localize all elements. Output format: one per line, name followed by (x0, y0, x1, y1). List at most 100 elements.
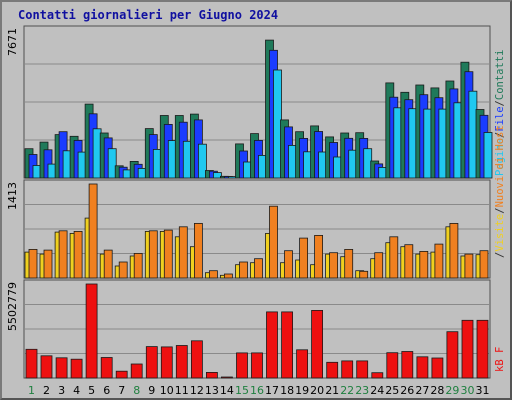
bar-bandwidth-kb-f-day-15 (236, 352, 248, 379)
bar-visits-nuovi-di-host-day-25 (389, 236, 399, 279)
legend-label-0: kB F (494, 347, 506, 372)
bar-bandwidth-kb-f-day-18 (281, 311, 294, 379)
bar-bandwidth-kb-f-day-2 (40, 355, 53, 379)
bar-bandwidth-kb-f-day-22 (341, 360, 354, 379)
x-tick-label-8: 8 (133, 384, 140, 397)
bar-bandwidth-kb-f-day-31 (476, 319, 489, 379)
ymax-label-visits: 1413 (6, 182, 19, 210)
x-tick-label-9: 9 (148, 384, 155, 397)
legend-label-3: / (494, 100, 506, 106)
right-legend: kB F (494, 347, 506, 372)
bar-visits-nuovi-di-host-day-24 (374, 252, 384, 279)
x-tick-label-5: 5 (88, 384, 95, 397)
bar-bandwidth-kb-f-day-16 (251, 352, 263, 379)
bar-visits-nuovi-di-host-day-12 (193, 222, 203, 279)
x-tick-label-19: 19 (295, 384, 309, 397)
legend-label-0: / (494, 252, 506, 258)
x-tick-label-31: 31 (476, 384, 490, 397)
bar-visits-nuovi-di-host-day-3 (58, 230, 68, 279)
legend-label-1: / (494, 132, 506, 138)
bar-bandwidth-kb-f-day-1 (25, 348, 38, 379)
x-tick-label-12: 12 (190, 384, 204, 397)
bar-bandwidth-kb-f-day-4 (70, 358, 83, 379)
x-tick-label-10: 10 (160, 384, 174, 397)
bar-hits-file-day-13 (212, 172, 222, 179)
x-tick-label-2: 2 (43, 384, 50, 397)
bar-bandwidth-kb-f-day-23 (356, 360, 369, 379)
bar-bandwidth-kb-f-day-25 (386, 352, 399, 379)
x-tick-label-16: 16 (250, 384, 264, 397)
legend-label-3: Nuovi di Host (494, 125, 506, 207)
bar-visits-nuovi-di-host-day-18 (284, 250, 293, 279)
bar-visits-nuovi-di-host-day-5 (88, 183, 98, 279)
bar-bandwidth-kb-f-day-5 (85, 283, 98, 379)
bar-bandwidth-kb-f-day-6 (100, 357, 113, 379)
x-tick-label-7: 7 (118, 384, 125, 397)
bar-visits-nuovi-di-host-day-26 (404, 244, 414, 279)
bar-bandwidth-kb-f-day-10 (160, 346, 173, 379)
bar-visits-nuovi-di-host-day-29 (449, 222, 459, 279)
bar-visits-nuovi-di-host-day-23 (359, 270, 369, 279)
bar-hits-file-day-31 (483, 132, 493, 179)
bar-visits-nuovi-di-host-day-8 (133, 252, 143, 279)
ymax-label-hits: 7671 (6, 28, 19, 56)
bar-visits-nuovi-di-host-day-7 (118, 261, 128, 279)
bar-bandwidth-kb-f-day-26 (401, 351, 414, 379)
x-tick-label-30: 30 (461, 384, 475, 397)
x-tick-label-17: 17 (265, 384, 279, 397)
legend-label-2: File (494, 106, 506, 131)
x-tick-label-6: 6 (103, 384, 110, 397)
bar-visits-nuovi-di-host-day-19 (299, 237, 309, 279)
x-tick-label-13: 13 (205, 384, 219, 397)
x-tick-label-3: 3 (58, 384, 65, 397)
bar-visits-nuovi-di-host-day-30 (464, 253, 474, 279)
bar-bandwidth-kb-f-day-19 (296, 349, 309, 379)
x-tick-label-27: 27 (415, 384, 429, 397)
bar-visits-nuovi-di-host-day-31 (479, 250, 489, 279)
x-tick-label-22: 22 (340, 384, 354, 397)
bar-visits-nuovi-di-host-day-21 (329, 252, 339, 279)
bar-visits-nuovi-di-host-day-15 (239, 261, 248, 279)
bar-visits-nuovi-di-host-day-14 (223, 273, 233, 279)
bar-hits-file-day-6 (107, 148, 117, 179)
bar-visits-nuovi-di-host-day-6 (103, 249, 113, 279)
bar-visits-nuovi-di-host-day-27 (419, 250, 429, 279)
bar-bandwidth-kb-f-day-24 (371, 372, 384, 379)
bar-bandwidth-kb-f-day-20 (311, 309, 324, 379)
x-tick-label-24: 24 (370, 384, 384, 397)
x-tick-label-28: 28 (430, 384, 444, 397)
x-tick-label-4: 4 (73, 384, 80, 397)
bar-bandwidth-kb-f-day-9 (145, 346, 158, 379)
bar-visits-nuovi-di-host-day-28 (434, 243, 444, 279)
bar-visits-nuovi-di-host-day-16 (254, 258, 263, 279)
ymax-label-bandwidth: 5502779 (6, 282, 19, 331)
x-tick-label-26: 26 (400, 384, 414, 397)
legend-label-0: Pagine (494, 138, 506, 176)
legend-label-4: Contatti (494, 50, 506, 101)
legend-label-2: / (494, 207, 506, 213)
x-tick-label-15: 15 (235, 384, 249, 397)
bar-visits-nuovi-di-host-day-10 (163, 229, 173, 279)
bar-visits-nuovi-di-host-day-1 (28, 248, 38, 279)
legend-label-1: Visite (494, 214, 506, 252)
bar-bandwidth-kb-f-day-8 (130, 363, 143, 379)
bar-bandwidth-kb-f-day-13 (205, 371, 218, 379)
x-tick-label-20: 20 (310, 384, 324, 397)
bar-visits-nuovi-di-host-day-11 (178, 226, 188, 279)
x-tick-label-25: 25 (385, 384, 399, 397)
bar-bandwidth-kb-f-day-3 (55, 357, 68, 379)
x-tick-label-14: 14 (220, 384, 234, 397)
bar-bandwidth-kb-f-day-14 (220, 376, 233, 379)
bar-visits-nuovi-di-host-day-22 (344, 248, 354, 279)
bar-bandwidth-kb-f-day-21 (326, 361, 339, 379)
bar-bandwidth-kb-f-day-30 (461, 319, 474, 379)
bar-visits-nuovi-di-host-day-2 (43, 249, 53, 279)
x-tick-label-23: 23 (355, 384, 369, 397)
bar-bandwidth-kb-f-day-17 (266, 311, 278, 379)
x-tick-label-29: 29 (445, 384, 459, 397)
bar-bandwidth-kb-f-day-29 (446, 331, 459, 379)
bar-visits-nuovi-di-host-day-17 (269, 205, 278, 279)
x-tick-label-1: 1 (28, 384, 35, 397)
bar-visits-nuovi-di-host-day-4 (73, 230, 83, 279)
